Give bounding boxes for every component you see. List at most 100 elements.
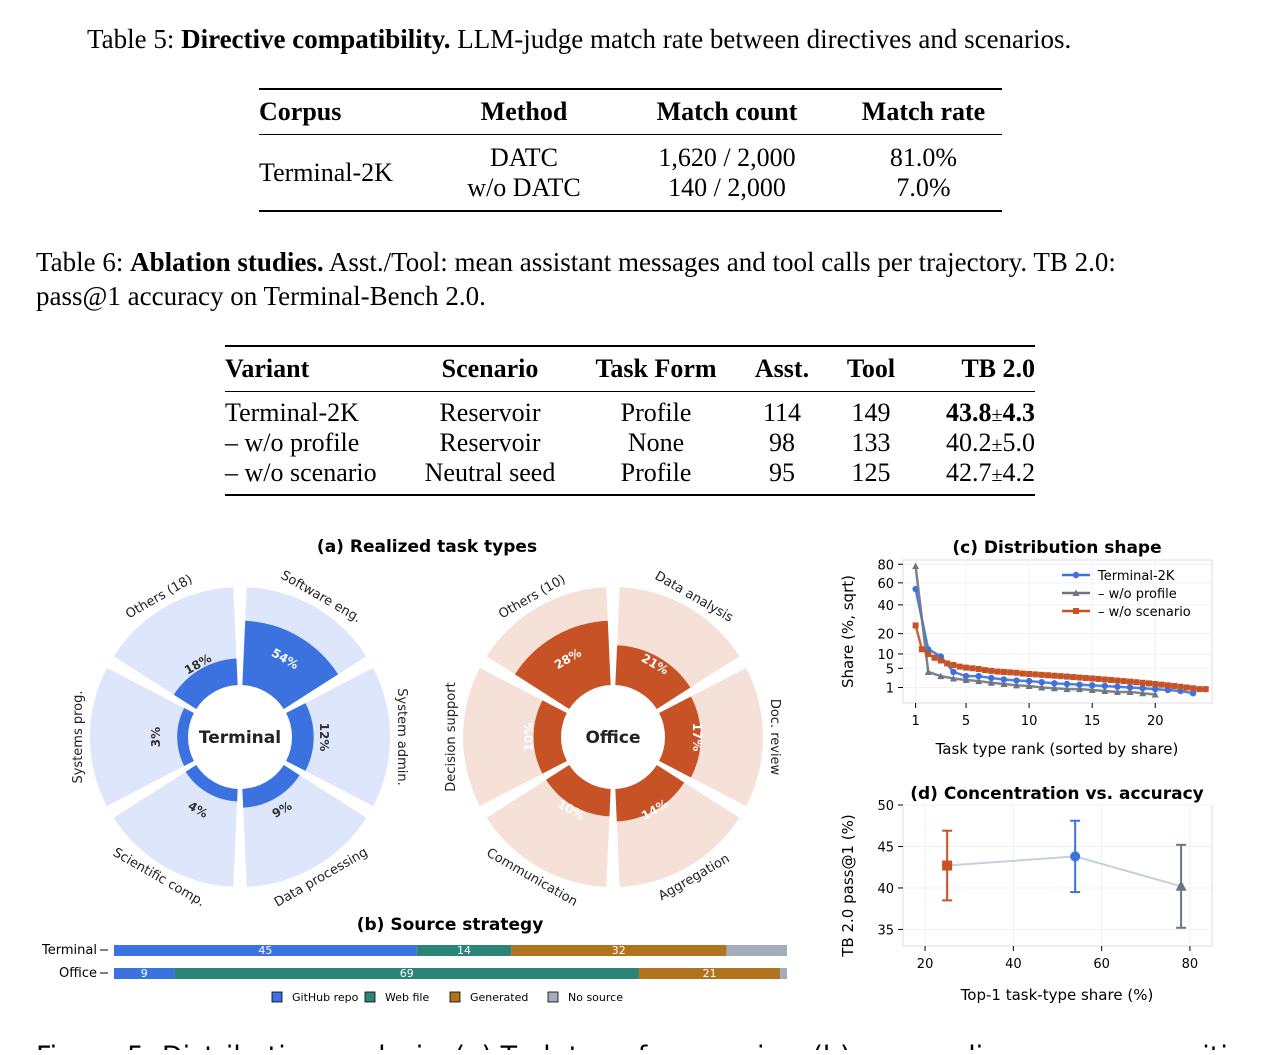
series-point xyxy=(1139,679,1146,686)
series-point xyxy=(963,664,970,671)
task-type-label: Doc. review xyxy=(767,699,782,776)
table6-row: – w/o profile Reservoir None 98 133 40.2… xyxy=(225,428,1035,458)
series-point xyxy=(1151,691,1159,698)
series-point xyxy=(1133,679,1140,686)
table6-tb-pm: ± xyxy=(991,434,1003,456)
y-tick-label: 35 xyxy=(877,923,894,938)
series-point xyxy=(1158,681,1165,688)
task-type-sector-bg xyxy=(113,764,238,887)
table6-header-tool: Tool xyxy=(846,354,896,383)
source-bar-segment xyxy=(114,945,417,956)
series-point xyxy=(1013,681,1021,689)
table5-header-rate: Match rate xyxy=(861,97,986,126)
source-category-label: Terminal xyxy=(41,943,97,958)
task-type-pct-label: 3% xyxy=(149,727,163,747)
series-point xyxy=(1114,683,1121,690)
panel-d-title: (d) Concentration vs. accuracy xyxy=(910,784,1204,804)
series-point xyxy=(949,674,957,682)
table6-caption: Table 6: Ablation studies. Asst./Tool: m… xyxy=(36,245,1236,313)
table6-header-scenario: Scenario xyxy=(441,354,539,383)
data-point xyxy=(942,860,953,871)
series-point xyxy=(975,677,983,685)
source-bar-label: 45 xyxy=(258,944,272,957)
series-point xyxy=(1164,682,1171,689)
task-type-bar xyxy=(659,696,701,778)
x-tick-label: 1 xyxy=(911,714,919,729)
series-point xyxy=(1152,681,1159,688)
table6-caption-text2: pass@1 accuracy on Terminal-Bench 2.0. xyxy=(36,281,486,311)
series-point xyxy=(1088,682,1096,689)
table6-tb-pm: ± xyxy=(991,404,1003,426)
series-point xyxy=(1101,687,1109,694)
source-bar-segment xyxy=(726,945,787,956)
series-point xyxy=(1088,686,1096,694)
table6-header-form: Task Form xyxy=(595,354,717,383)
legend-marker xyxy=(1073,608,1079,614)
series-point xyxy=(912,622,919,629)
x-tick-label: 40 xyxy=(1005,957,1022,972)
source-bar-label: 9 xyxy=(141,967,148,980)
series-point xyxy=(1038,671,1045,678)
series-point xyxy=(1045,672,1052,679)
y-tick-label: 40 xyxy=(877,882,894,897)
series-point xyxy=(1050,684,1058,692)
series-point xyxy=(1076,681,1083,688)
table5-rate-wo-datc: 7.0% xyxy=(896,172,951,202)
ring-center xyxy=(192,689,288,785)
series-point xyxy=(1114,677,1121,684)
series-point xyxy=(1089,675,1096,682)
table5-count-wo-datc: 140 / 2,000 xyxy=(668,172,786,202)
table5: Corpus Method Match count Match rate Ter… xyxy=(259,88,1002,212)
series-point xyxy=(1032,671,1039,678)
table5-method-datc: DATC xyxy=(490,142,558,172)
plot-area xyxy=(902,804,1213,947)
table6-tb-sd: 4.3 xyxy=(1002,398,1036,427)
x-tick-label: 20 xyxy=(1147,714,1164,729)
series-point xyxy=(1171,683,1178,690)
table6-form: Profile xyxy=(620,398,692,427)
y-tick-label: 60 xyxy=(877,577,894,592)
task-type-sector-bg xyxy=(462,667,567,807)
table6-scenario: Reservoir xyxy=(439,428,541,457)
series-point xyxy=(1177,683,1184,690)
table5-caption-prefix: Table 5: xyxy=(87,24,175,54)
table5-caption-text: LLM-judge match rate between directives … xyxy=(457,24,1072,54)
x-tick-label: 5 xyxy=(962,714,970,729)
table5-rate-datc: 81.0% xyxy=(889,142,958,172)
panel-c-title: (c) Distribution shape xyxy=(952,538,1161,558)
series-point xyxy=(1108,676,1115,683)
x-tick-label: 80 xyxy=(1182,957,1199,972)
table5-rate-cell: 81.0% 7.0% xyxy=(845,135,1002,212)
series-point xyxy=(1076,685,1084,693)
x-tick-label: 60 xyxy=(1093,957,1110,972)
source-legend-swatch xyxy=(547,991,559,1003)
concentration-accuracy-chart: 20 40 60 80 35 40 45 50 TB 2.0 pass@1 (%) xyxy=(839,799,1213,972)
series-point xyxy=(1101,682,1108,690)
table5-corpus: Terminal-2K xyxy=(259,157,393,187)
source-legend-label: Generated xyxy=(470,991,528,1004)
series-point xyxy=(1063,673,1070,680)
table6-row: Terminal-2K Reservoir Profile 114 149 43… xyxy=(225,398,1035,428)
task-type-bar xyxy=(242,764,300,808)
source-bar-segment xyxy=(114,968,175,979)
source-bar-segment xyxy=(416,945,512,956)
x-tick-label: 15 xyxy=(1084,714,1101,729)
panel-b-title: (b) Source strategy xyxy=(357,915,544,935)
series-point xyxy=(1126,684,1134,691)
plot-area xyxy=(902,559,1213,704)
series-point xyxy=(1007,669,1014,676)
source-bar-segment xyxy=(638,968,781,979)
table6-asst: 114 xyxy=(762,398,802,427)
source-category-label: Office xyxy=(59,966,97,981)
series-point xyxy=(1082,674,1089,681)
source-bar-label: 21 xyxy=(703,967,717,980)
x-tick-label: 10 xyxy=(1021,714,1038,729)
series-point xyxy=(1057,673,1064,680)
series-point xyxy=(981,667,988,674)
table6-tb: 40.2±5.0 xyxy=(915,428,1035,458)
task-type-pct-label: 17% xyxy=(690,723,704,752)
series-point xyxy=(1152,685,1159,693)
series-point xyxy=(969,665,976,672)
series-point xyxy=(956,663,963,670)
panel-c-xlabel: Task type rank (sorted by share) xyxy=(935,740,1179,758)
